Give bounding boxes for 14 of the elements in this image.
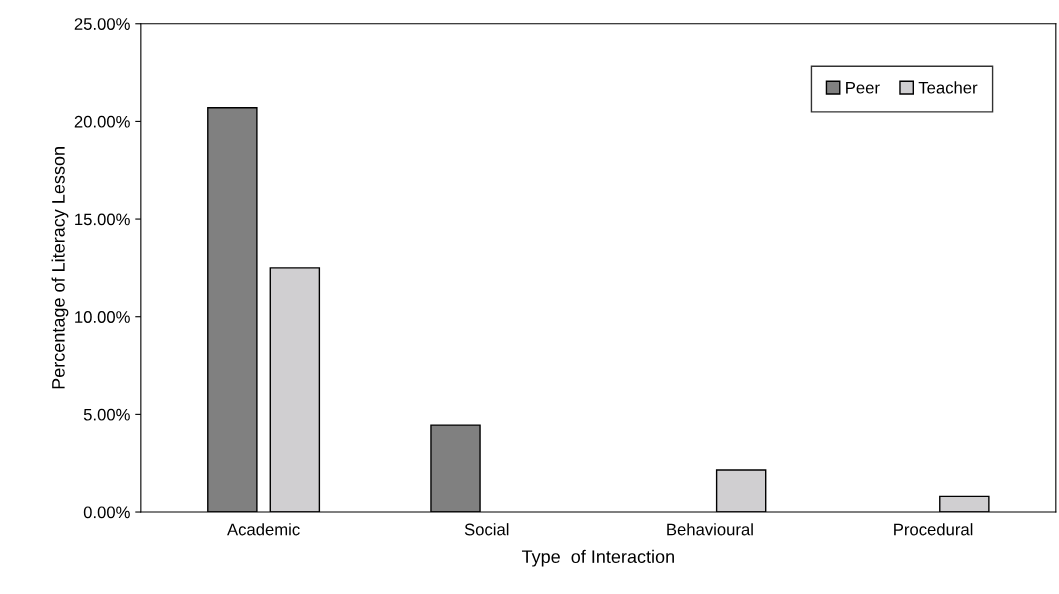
x-tick-label: Social (464, 523, 509, 536)
y-tick-label: 10.00% (75, 311, 130, 323)
legend-label: Teacher (918, 81, 978, 94)
y-tick-label: 20.00% (74, 115, 130, 128)
legend-label: Peer (846, 81, 880, 94)
x-axis-title: Type of Interaction (521, 549, 674, 567)
x-tick-label: Behavioural (667, 523, 753, 536)
y-tick-label: 5.00% (83, 408, 130, 421)
y-tick-label: 15.00% (75, 213, 130, 226)
x-tick-label: Academic (227, 523, 300, 536)
y-tick-label: 0.00% (83, 506, 130, 519)
y-axis-title: Percentage of Literacy Lesson (51, 147, 69, 389)
y-tick-label: 25.00% (74, 18, 130, 30)
x-tick-label: Procedural (894, 523, 973, 536)
